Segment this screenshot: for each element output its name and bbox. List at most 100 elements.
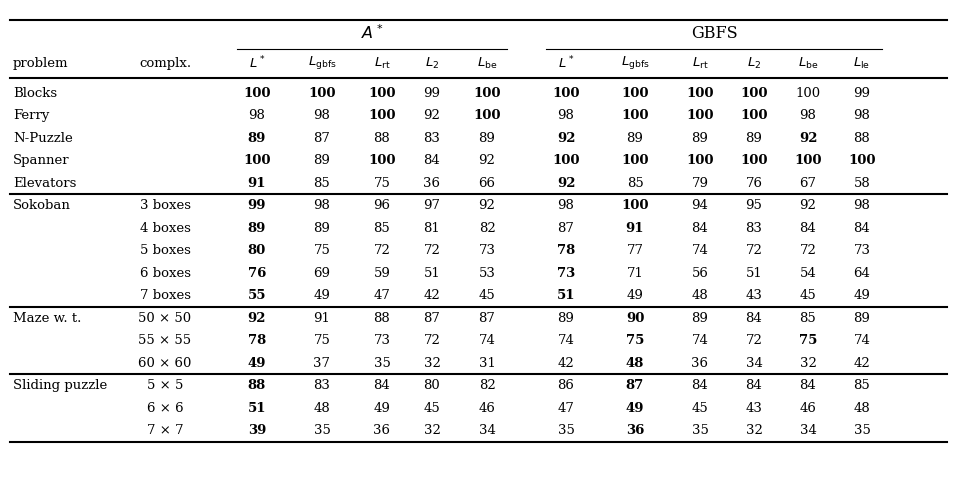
Text: 89: 89 bbox=[746, 132, 763, 145]
Text: 92: 92 bbox=[478, 154, 496, 167]
Text: $L_{\rm gbfs}$: $L_{\rm gbfs}$ bbox=[307, 55, 337, 71]
Text: 89: 89 bbox=[854, 312, 871, 325]
Text: 92: 92 bbox=[799, 132, 817, 145]
Text: 80: 80 bbox=[248, 245, 266, 257]
Text: 47: 47 bbox=[373, 289, 390, 302]
Text: $L_{\rm rt}$: $L_{\rm rt}$ bbox=[692, 56, 708, 70]
Text: 43: 43 bbox=[746, 402, 763, 415]
Text: 35: 35 bbox=[314, 424, 330, 437]
Text: 46: 46 bbox=[799, 402, 816, 415]
Text: 75: 75 bbox=[314, 334, 330, 347]
Text: 45: 45 bbox=[424, 402, 440, 415]
Text: 85: 85 bbox=[627, 177, 643, 190]
Text: 35: 35 bbox=[692, 424, 708, 437]
Text: Maze w. t.: Maze w. t. bbox=[13, 312, 81, 325]
Text: 49: 49 bbox=[314, 289, 330, 302]
Text: 92: 92 bbox=[248, 312, 266, 325]
Text: 67: 67 bbox=[799, 177, 816, 190]
Text: Sokoban: Sokoban bbox=[13, 199, 71, 212]
Text: 72: 72 bbox=[424, 245, 440, 257]
Text: 66: 66 bbox=[478, 177, 496, 190]
Text: 73: 73 bbox=[557, 267, 575, 280]
Text: 35: 35 bbox=[854, 424, 871, 437]
Text: $L_2$: $L_2$ bbox=[425, 56, 439, 70]
Text: 32: 32 bbox=[424, 424, 440, 437]
Text: 88: 88 bbox=[248, 379, 266, 392]
Text: N-Puzzle: N-Puzzle bbox=[13, 132, 73, 145]
Text: 74: 74 bbox=[692, 245, 708, 257]
Text: 73: 73 bbox=[373, 334, 390, 347]
Text: 91: 91 bbox=[248, 177, 266, 190]
Text: 99: 99 bbox=[854, 87, 871, 100]
Text: 87: 87 bbox=[626, 379, 644, 392]
Text: 50 × 50: 50 × 50 bbox=[139, 312, 191, 325]
Text: 48: 48 bbox=[314, 402, 330, 415]
Text: 73: 73 bbox=[478, 245, 496, 257]
Text: 37: 37 bbox=[314, 357, 330, 370]
Text: 84: 84 bbox=[800, 379, 816, 392]
Text: 100: 100 bbox=[741, 154, 768, 167]
Text: 74: 74 bbox=[478, 334, 496, 347]
Text: 84: 84 bbox=[373, 379, 390, 392]
Text: 87: 87 bbox=[558, 222, 574, 235]
Text: 34: 34 bbox=[746, 357, 763, 370]
Text: 75: 75 bbox=[626, 334, 644, 347]
Text: 85: 85 bbox=[373, 222, 390, 235]
Text: 49: 49 bbox=[373, 402, 390, 415]
Text: 87: 87 bbox=[314, 132, 330, 145]
Text: 98: 98 bbox=[249, 109, 265, 123]
Text: 5 boxes: 5 boxes bbox=[140, 245, 190, 257]
Text: 31: 31 bbox=[478, 357, 496, 370]
Text: 7 × 7: 7 × 7 bbox=[146, 424, 184, 437]
Text: 98: 98 bbox=[314, 199, 330, 212]
Text: 48: 48 bbox=[854, 402, 870, 415]
Text: 95: 95 bbox=[746, 199, 763, 212]
Text: 87: 87 bbox=[478, 312, 496, 325]
Text: 78: 78 bbox=[248, 334, 266, 347]
Text: 84: 84 bbox=[692, 222, 708, 235]
Text: 89: 89 bbox=[478, 132, 496, 145]
Text: 54: 54 bbox=[800, 267, 816, 280]
Text: 75: 75 bbox=[799, 334, 817, 347]
Text: 72: 72 bbox=[799, 245, 816, 257]
Text: 89: 89 bbox=[692, 132, 708, 145]
Text: 92: 92 bbox=[478, 199, 496, 212]
Text: 35: 35 bbox=[558, 424, 574, 437]
Text: 36: 36 bbox=[626, 424, 644, 437]
Text: 84: 84 bbox=[746, 312, 763, 325]
Text: $L_{\rm le}$: $L_{\rm le}$ bbox=[854, 56, 871, 70]
Text: 79: 79 bbox=[692, 177, 708, 190]
Text: 71: 71 bbox=[627, 267, 643, 280]
Text: 76: 76 bbox=[746, 177, 763, 190]
Text: 43: 43 bbox=[746, 289, 763, 302]
Text: 36: 36 bbox=[692, 357, 708, 370]
Text: 98: 98 bbox=[558, 109, 574, 123]
Text: 100: 100 bbox=[474, 87, 501, 100]
Text: 59: 59 bbox=[373, 267, 390, 280]
Text: $A^*$: $A^*$ bbox=[361, 25, 383, 43]
Text: $L^*$: $L^*$ bbox=[558, 55, 574, 71]
Text: 75: 75 bbox=[314, 245, 330, 257]
Text: 42: 42 bbox=[854, 357, 870, 370]
Text: 60 × 60: 60 × 60 bbox=[139, 357, 191, 370]
Text: 97: 97 bbox=[424, 199, 440, 212]
Text: 100: 100 bbox=[243, 154, 271, 167]
Text: 53: 53 bbox=[478, 267, 496, 280]
Text: 85: 85 bbox=[854, 379, 870, 392]
Text: 86: 86 bbox=[558, 379, 574, 392]
Text: 45: 45 bbox=[692, 402, 708, 415]
Text: 100: 100 bbox=[794, 154, 822, 167]
Text: Ferry: Ferry bbox=[13, 109, 50, 123]
Text: 73: 73 bbox=[854, 245, 871, 257]
Text: 47: 47 bbox=[558, 402, 574, 415]
Text: 56: 56 bbox=[692, 267, 708, 280]
Text: 88: 88 bbox=[373, 132, 390, 145]
Text: 46: 46 bbox=[478, 402, 496, 415]
Text: 88: 88 bbox=[854, 132, 870, 145]
Text: $L_2$: $L_2$ bbox=[746, 56, 761, 70]
Text: 98: 98 bbox=[558, 199, 574, 212]
Text: Spanner: Spanner bbox=[13, 154, 70, 167]
Text: 92: 92 bbox=[424, 109, 440, 123]
Text: 76: 76 bbox=[248, 267, 266, 280]
Text: 74: 74 bbox=[854, 334, 871, 347]
